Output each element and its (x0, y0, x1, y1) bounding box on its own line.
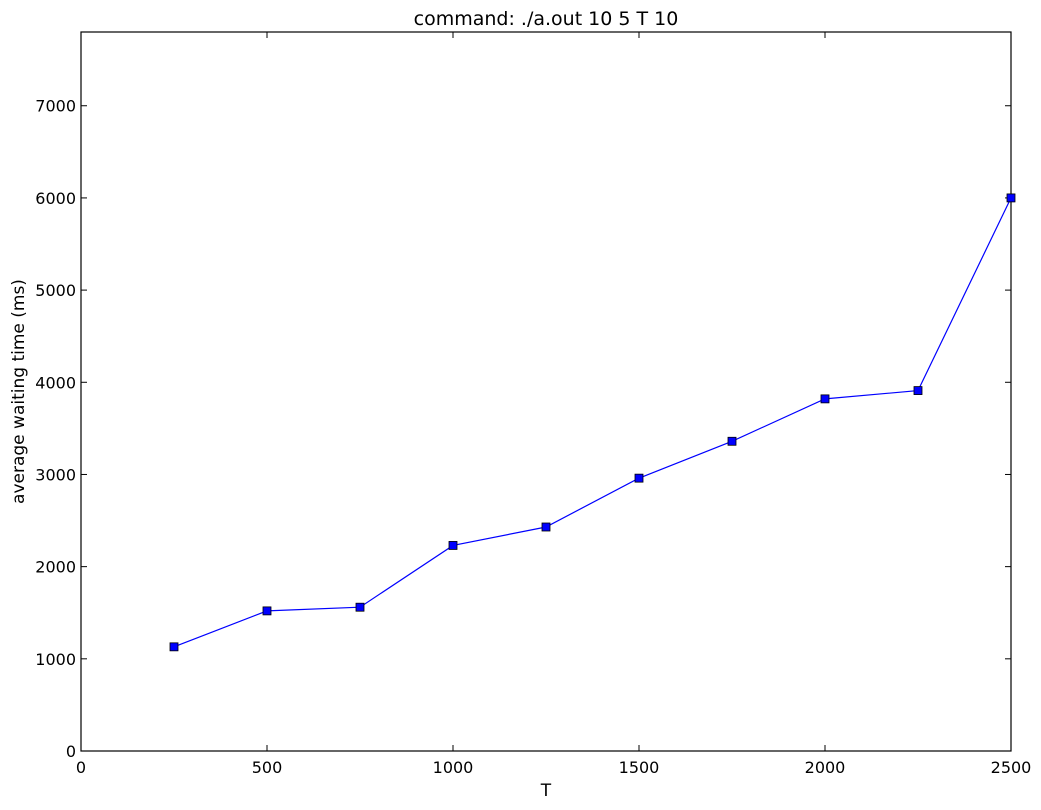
y-tick-label: 1000 (35, 650, 76, 669)
data-point-marker (913, 386, 923, 395)
data-point-marker (1006, 193, 1016, 203)
y-tick-label: 5000 (35, 281, 76, 300)
x-tick-label: 2500 (991, 758, 1032, 777)
data-point-marker (820, 394, 830, 404)
y-tick-label: 0 (66, 742, 76, 761)
data-point-marker (448, 541, 458, 550)
series-line (173, 197, 1012, 648)
y-tick-label: 4000 (35, 373, 76, 392)
x-axis-title: T (540, 781, 552, 801)
plot-area-frame (80, 31, 1012, 752)
y-tick-label: 6000 (35, 189, 76, 208)
x-tick-label: 2000 (805, 758, 846, 777)
data-point-marker (634, 473, 644, 483)
y-tick-label: 2000 (35, 558, 76, 577)
x-tick-label: 1500 (619, 758, 660, 777)
x-tick-label: 1000 (433, 758, 474, 777)
axis-ticks: 0 500 1000 1500 2000 2500 0 1000 2000 3000 4000 500… (35, 32, 1031, 777)
x-tick-label: 0 (76, 758, 86, 777)
data-point-marker (169, 642, 179, 652)
chart-title: command: ./a.out 10 5 T 10 (414, 8, 679, 30)
y-axis-title: average waiting time (ms) (9, 279, 29, 504)
data-point-marker (541, 522, 551, 532)
y-tick-label: 3000 (35, 465, 76, 484)
series-layer (169, 193, 1016, 652)
data-point-marker (262, 606, 272, 616)
data-point-marker (355, 602, 365, 612)
data-point-marker (727, 436, 737, 446)
y-tick-label: 7000 (35, 97, 76, 116)
x-tick-label: 500 (252, 758, 283, 777)
